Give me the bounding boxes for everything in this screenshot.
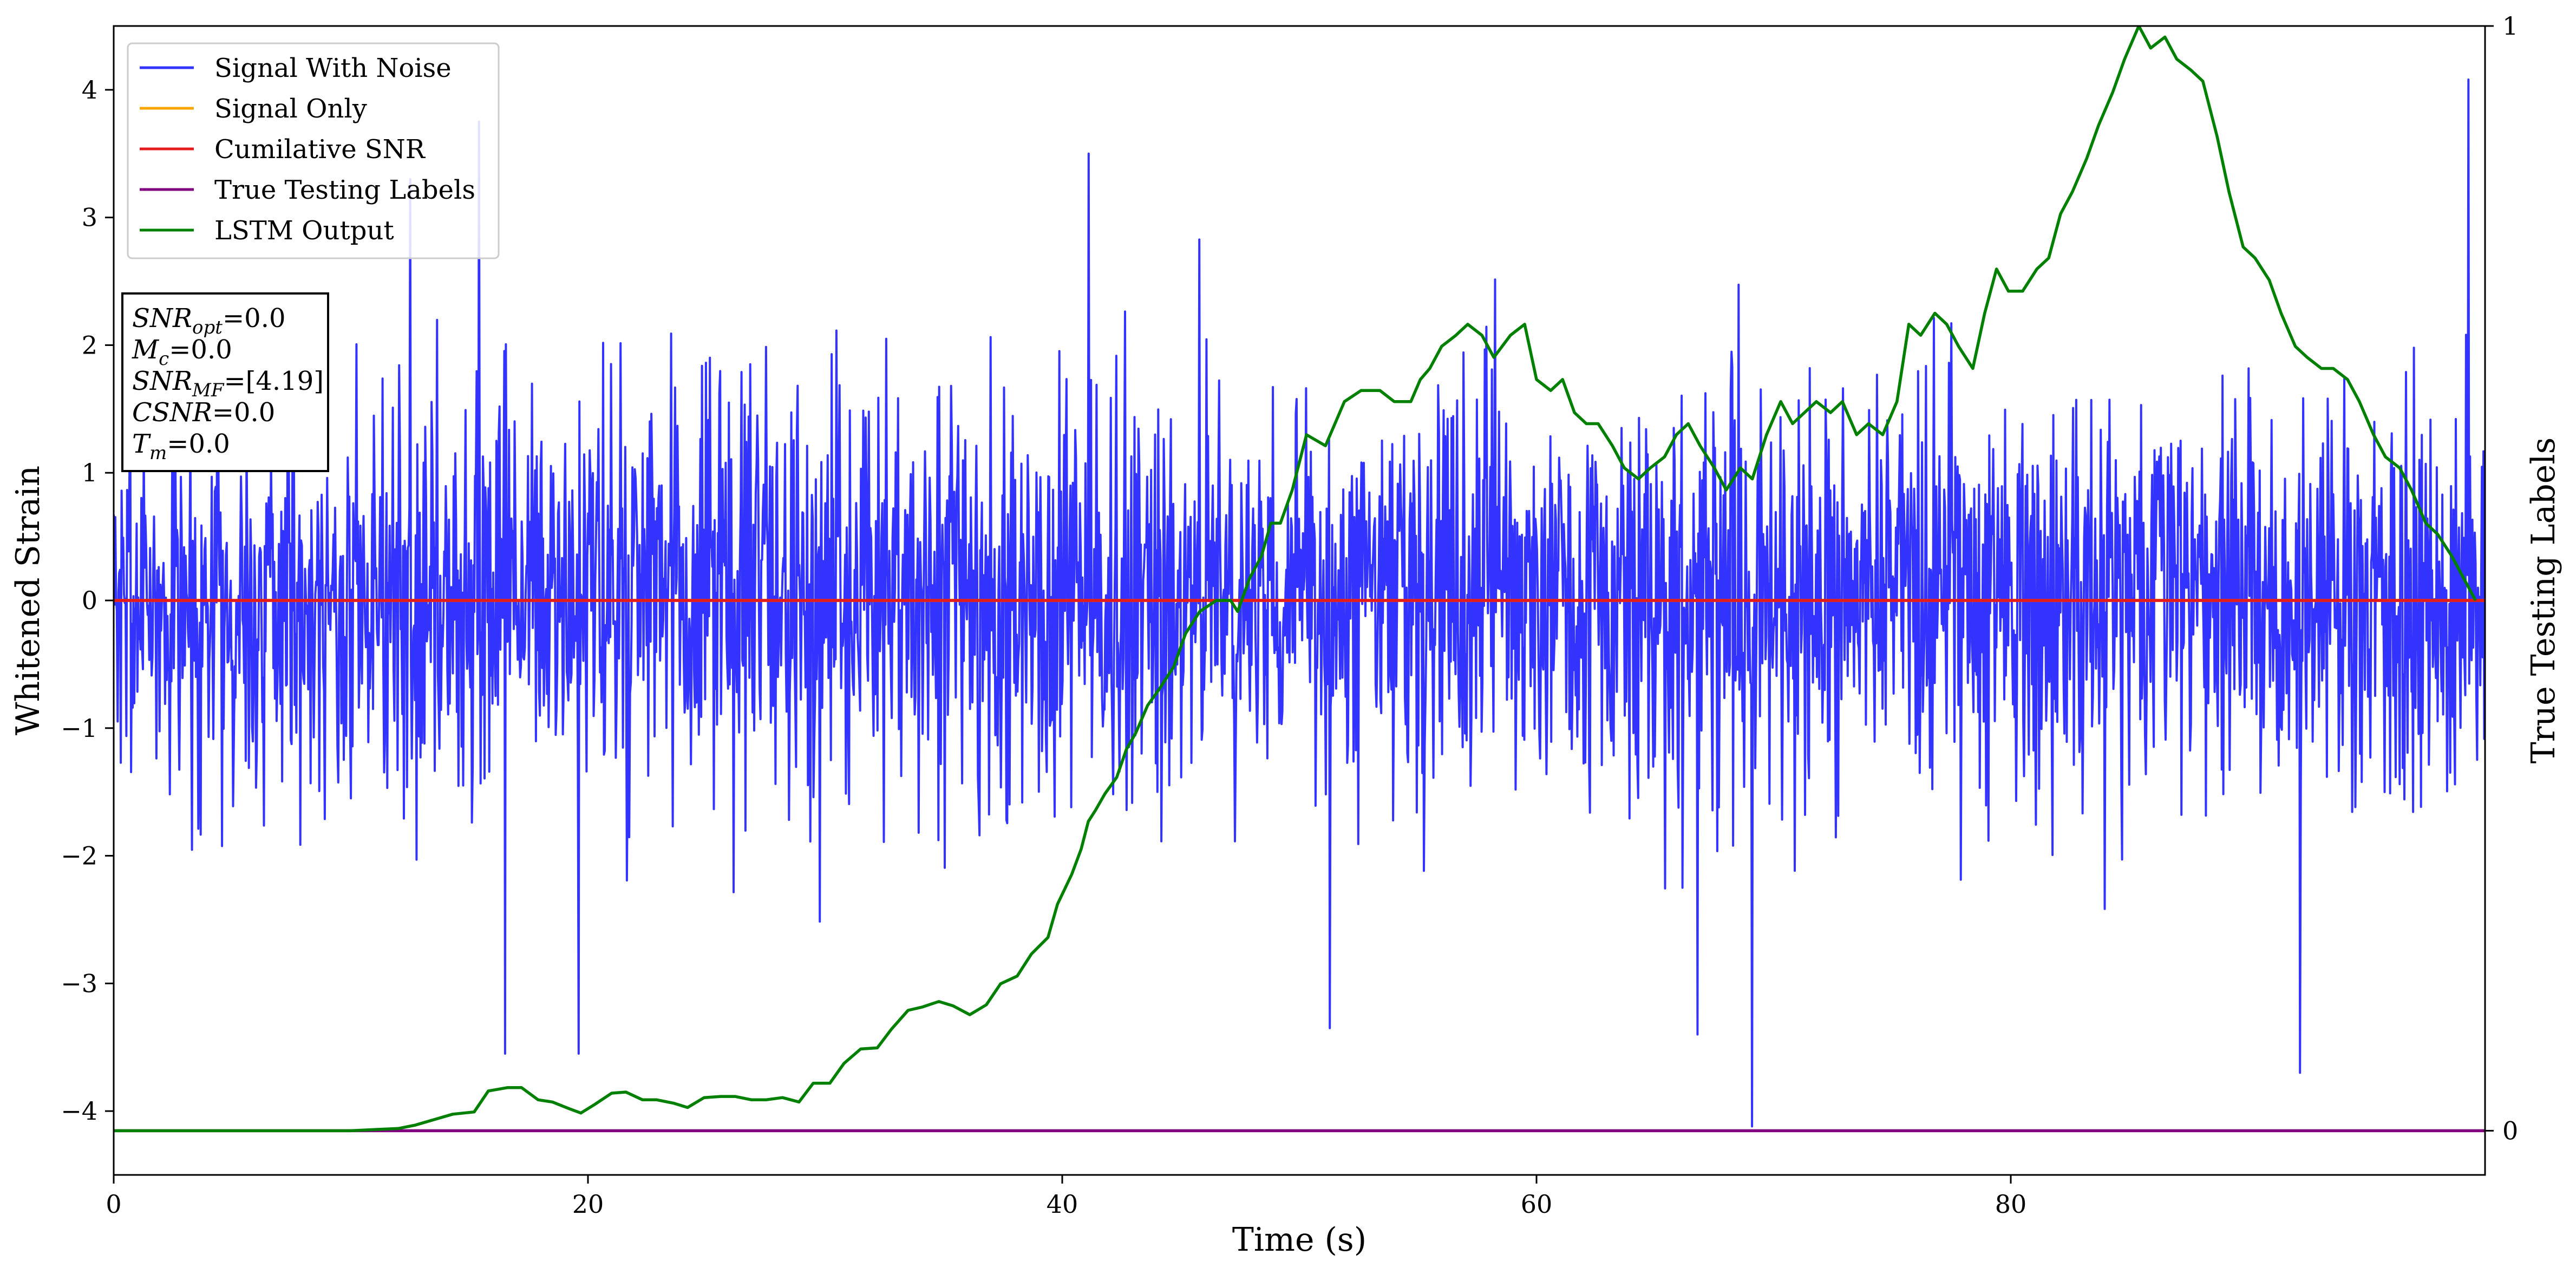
parameter-subscript: MF [192, 380, 225, 401]
parameter-subscript: c [159, 348, 169, 370]
legend-box [127, 42, 500, 259]
legend-label-cumilative-snr: Cumilative SNR [214, 134, 426, 165]
y-tick-label: −3 [61, 969, 97, 998]
parameter-line: CSNR=0.0 [132, 397, 275, 428]
parameter-subscript: m [149, 442, 167, 464]
plot-area [114, 26, 2485, 1133]
legend: Signal With Noise Signal Only Cumilative S… [127, 42, 500, 259]
legend-label-lstm-output: LSTM Output [214, 215, 394, 246]
right-y-axis-title: True Testing Labels [2525, 437, 2562, 764]
parameter-symbol: T [132, 429, 151, 459]
y-tick-label: 3 [82, 203, 97, 232]
series-lstm-output-line [114, 26, 2477, 1133]
y-tick-label: 2 [82, 330, 97, 360]
parameter-value: =[4.19] [224, 366, 324, 396]
x-tick-label: 0 [106, 1190, 121, 1219]
x-tick-label: 60 [1521, 1190, 1553, 1219]
parameter-symbol: SNR [132, 366, 192, 396]
parameter-box-frame [121, 292, 329, 472]
x-tick-label: 40 [1047, 1190, 1078, 1219]
parameter-line: Tm=0.0 [132, 429, 230, 464]
series-group [114, 26, 2485, 1133]
parameter-subscript: opt [192, 317, 223, 338]
legend-label-signal-with-noise: Signal With Noise [214, 53, 452, 83]
parameter-value: =0.0 [167, 429, 230, 459]
series-signal-with-noise-line [114, 79, 2485, 1128]
x-tick-label: 80 [1995, 1190, 2027, 1219]
legend-label-signal-only: Signal Only [214, 94, 367, 124]
parameter-symbol: CSNR [132, 397, 212, 428]
y-tick-label: −1 [61, 714, 97, 743]
y-axis-title: Whitened Strain [9, 466, 47, 735]
y-tick-label: −4 [61, 1096, 97, 1126]
parameter-value: =0.0 [223, 303, 286, 334]
parameter-value: =0.0 [212, 397, 276, 428]
x-tick-label: 20 [572, 1190, 604, 1219]
right-y-tick-label: 1 [2502, 11, 2518, 41]
parameter-annotation-box: SNRopt=0.0Mc=0.0SNRMF=[4.19]CSNR=0.0Tm=0… [121, 292, 329, 472]
parameter-symbol: M [132, 335, 160, 365]
y-tick-label: 1 [82, 458, 97, 487]
right-y-tick-label: 0 [2502, 1116, 2518, 1145]
legend-label-true-testing-labels: True Testing Labels [214, 175, 475, 205]
parameter-symbol: SNR [132, 303, 192, 334]
y-tick-label: 0 [82, 586, 97, 615]
parameter-value: =0.0 [169, 335, 232, 365]
y-tick-label: 4 [82, 75, 97, 104]
parameter-line: Mc=0.0 [132, 335, 232, 370]
parameter-line: SNRopt=0.0 [132, 303, 286, 338]
y-tick-label: −2 [61, 841, 97, 871]
x-axis-title: Time (s) [1232, 1221, 1367, 1259]
parameter-line: SNRMF=[4.19] [132, 366, 324, 401]
